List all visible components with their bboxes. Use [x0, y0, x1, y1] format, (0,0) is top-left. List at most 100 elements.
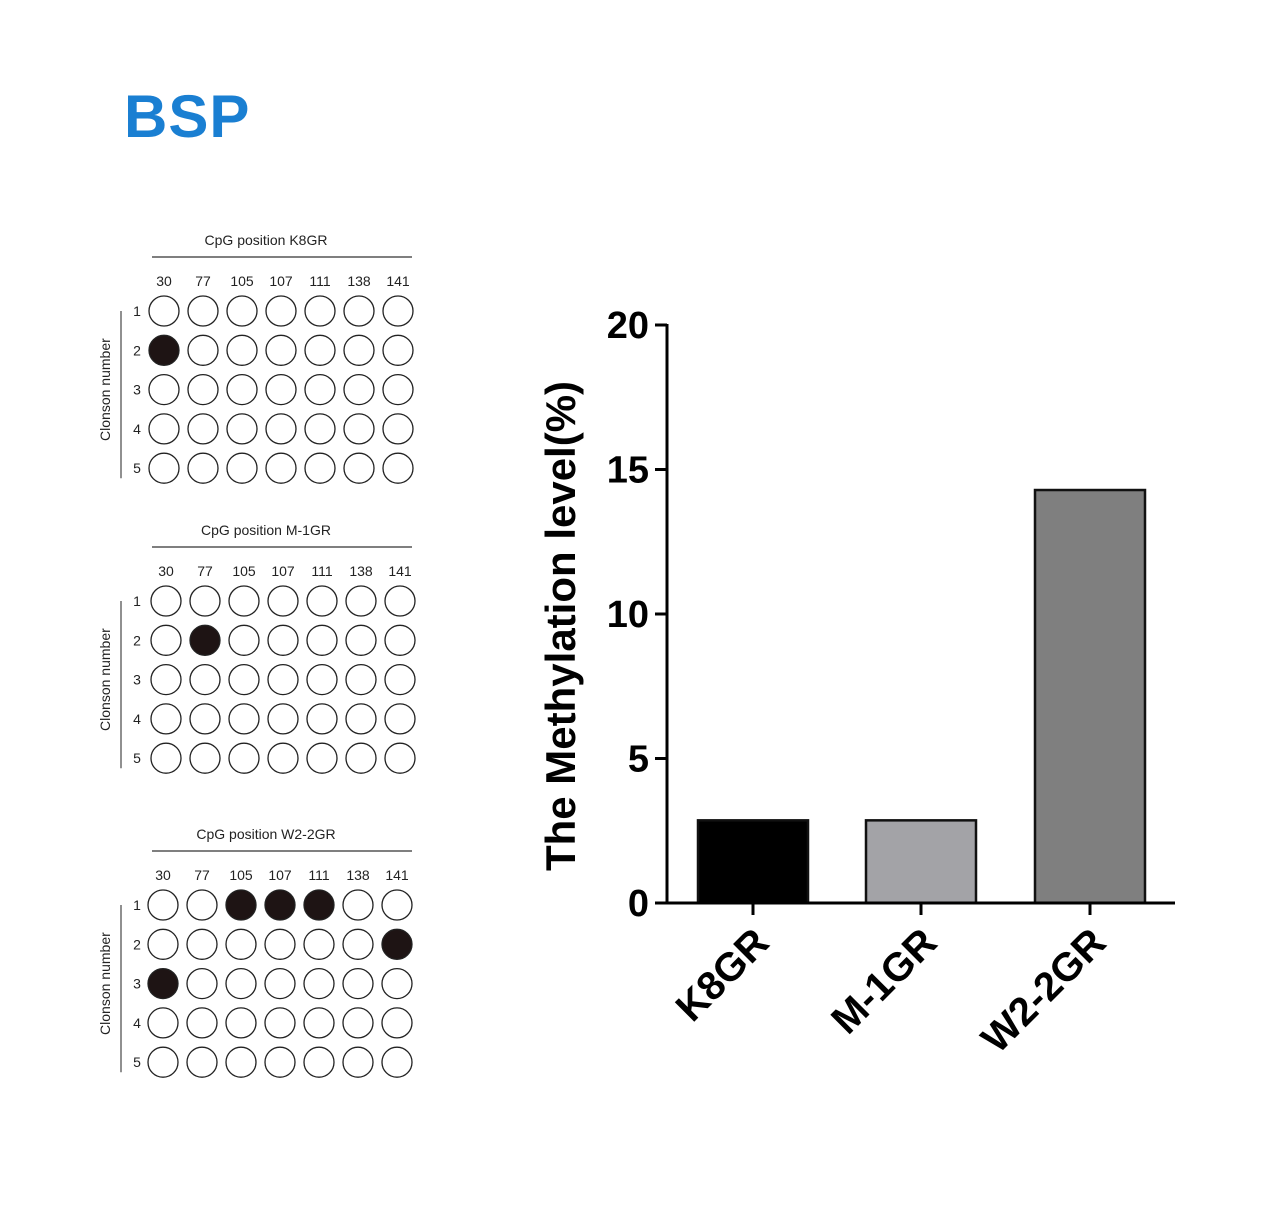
methylated-cpg — [148, 334, 180, 366]
methylated-cpg — [147, 967, 179, 1000]
unmethylated-cpg — [226, 452, 258, 484]
methylated-cpg — [189, 624, 221, 656]
cpg-position-label: 111 — [308, 867, 329, 883]
unmethylated-cpg — [303, 967, 335, 1000]
cpg-position-label: 107 — [271, 563, 295, 579]
cpg-position-label: 107 — [269, 273, 293, 289]
unmethylated-cpg — [225, 1007, 257, 1039]
unmethylated-cpg — [187, 373, 219, 406]
y-tick-label: 15 — [607, 450, 649, 492]
unmethylated-cpg — [306, 624, 338, 656]
unmethylated-cpg — [345, 703, 377, 735]
clone-number-label: 3 — [133, 976, 141, 992]
unmethylated-cpg — [381, 1007, 413, 1039]
unmethylated-cpg — [343, 334, 375, 366]
unmethylated-cpg — [148, 295, 180, 327]
unmethylated-cpg — [304, 413, 336, 445]
unmethylated-cpg — [186, 967, 218, 1000]
unmethylated-cpg — [228, 703, 260, 735]
unmethylated-cpg — [306, 663, 338, 696]
unmethylated-cpg — [226, 334, 258, 366]
unmethylated-cpg — [267, 585, 299, 617]
panel-title: CpG position K8GR — [205, 232, 328, 248]
unmethylated-cpg — [150, 742, 182, 774]
cpg-position-label: 105 — [229, 867, 253, 883]
clone-number-label: 3 — [133, 382, 141, 398]
clone-number-label: 2 — [133, 342, 141, 358]
cpg-position-label: 77 — [194, 867, 210, 883]
unmethylated-cpg — [267, 742, 299, 774]
unmethylated-cpg — [187, 413, 219, 445]
unmethylated-cpg — [225, 967, 257, 1000]
unmethylated-cpg — [345, 742, 377, 774]
unmethylated-cpg — [381, 967, 413, 1000]
unmethylated-cpg — [187, 334, 219, 366]
cpg-position-label: 30 — [155, 867, 171, 883]
unmethylated-cpg — [186, 1007, 218, 1039]
unmethylated-cpg — [342, 967, 374, 1000]
figure-title: BSP — [124, 83, 251, 150]
unmethylated-cpg — [189, 663, 221, 696]
unmethylated-cpg — [267, 703, 299, 735]
unmethylated-cpg — [345, 663, 377, 696]
unmethylated-cpg — [304, 373, 336, 406]
x-tick-label: K8GR — [668, 920, 778, 1030]
unmethylated-cpg — [264, 1007, 296, 1039]
clone-number-label: 1 — [133, 593, 141, 609]
clone-number-label: 1 — [133, 897, 141, 913]
unmethylated-cpg — [150, 624, 182, 656]
unmethylated-cpg — [186, 1046, 218, 1078]
bar-k8gr — [696, 819, 810, 905]
methylated-cpg — [264, 889, 296, 921]
x-tick-label: W2-2GR — [973, 920, 1114, 1061]
unmethylated-cpg — [343, 295, 375, 327]
methylated-cpg — [381, 928, 413, 960]
y-tick-label: 20 — [607, 305, 649, 347]
unmethylated-cpg — [228, 585, 260, 617]
unmethylated-cpg — [303, 928, 335, 960]
unmethylated-cpg — [228, 663, 260, 696]
clone-number-label: 1 — [133, 303, 141, 319]
unmethylated-cpg — [189, 585, 221, 617]
unmethylated-cpg — [226, 295, 258, 327]
unmethylated-cpg — [384, 703, 416, 735]
unmethylated-cpg — [304, 334, 336, 366]
unmethylated-cpg — [264, 967, 296, 1000]
cpg-position-label: 138 — [347, 273, 371, 289]
unmethylated-cpg — [382, 295, 414, 327]
unmethylated-cpg — [381, 1046, 413, 1078]
unmethylated-cpg — [265, 452, 297, 484]
clone-number-label: 4 — [133, 421, 141, 437]
unmethylated-cpg — [342, 1046, 374, 1078]
unmethylated-cpg — [150, 585, 182, 617]
unmethylated-cpg — [342, 1007, 374, 1039]
unmethylated-cpg — [306, 742, 338, 774]
clone-number-label: 4 — [133, 711, 141, 727]
unmethylated-cpg — [306, 703, 338, 735]
clone-number-label: 3 — [133, 672, 141, 688]
unmethylated-cpg — [384, 585, 416, 617]
unmethylated-cpg — [382, 413, 414, 445]
unmethylated-cpg — [147, 889, 179, 921]
cpg-position-label: 141 — [385, 867, 409, 883]
cpg-position-label: 77 — [197, 563, 213, 579]
unmethylated-cpg — [264, 1046, 296, 1078]
unmethylated-cpg — [304, 452, 336, 484]
unmethylated-cpg — [267, 663, 299, 696]
unmethylated-cpg — [304, 295, 336, 327]
unmethylated-cpg — [384, 742, 416, 774]
bar-m-1gr — [864, 819, 978, 905]
cpg-position-label: 107 — [268, 867, 292, 883]
unmethylated-cpg — [186, 928, 218, 960]
unmethylated-cpg — [147, 1007, 179, 1039]
unmethylated-cpg — [381, 889, 413, 921]
unmethylated-cpg — [265, 373, 297, 406]
unmethylated-cpg — [384, 663, 416, 696]
clone-number-label: 2 — [133, 936, 141, 952]
unmethylated-cpg — [265, 413, 297, 445]
y-tick-label: 0 — [628, 883, 649, 925]
unmethylated-cpg — [225, 928, 257, 960]
unmethylated-cpg — [148, 373, 180, 406]
